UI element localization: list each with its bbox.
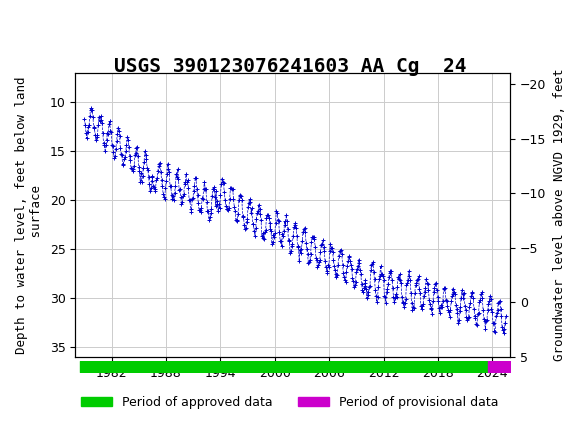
Legend: Period of approved data, Period of provisional data: Period of approved data, Period of provi… (76, 390, 504, 414)
Text: USGS 390123076241603 AA Cg  24: USGS 390123076241603 AA Cg 24 (114, 57, 466, 76)
Text: ≡USGS: ≡USGS (3, 16, 61, 35)
Y-axis label: Depth to water level, feet below land
 surface: Depth to water level, feet below land su… (15, 76, 43, 354)
Y-axis label: Groundwater level above NGVD 1929, feet: Groundwater level above NGVD 1929, feet (553, 69, 567, 361)
